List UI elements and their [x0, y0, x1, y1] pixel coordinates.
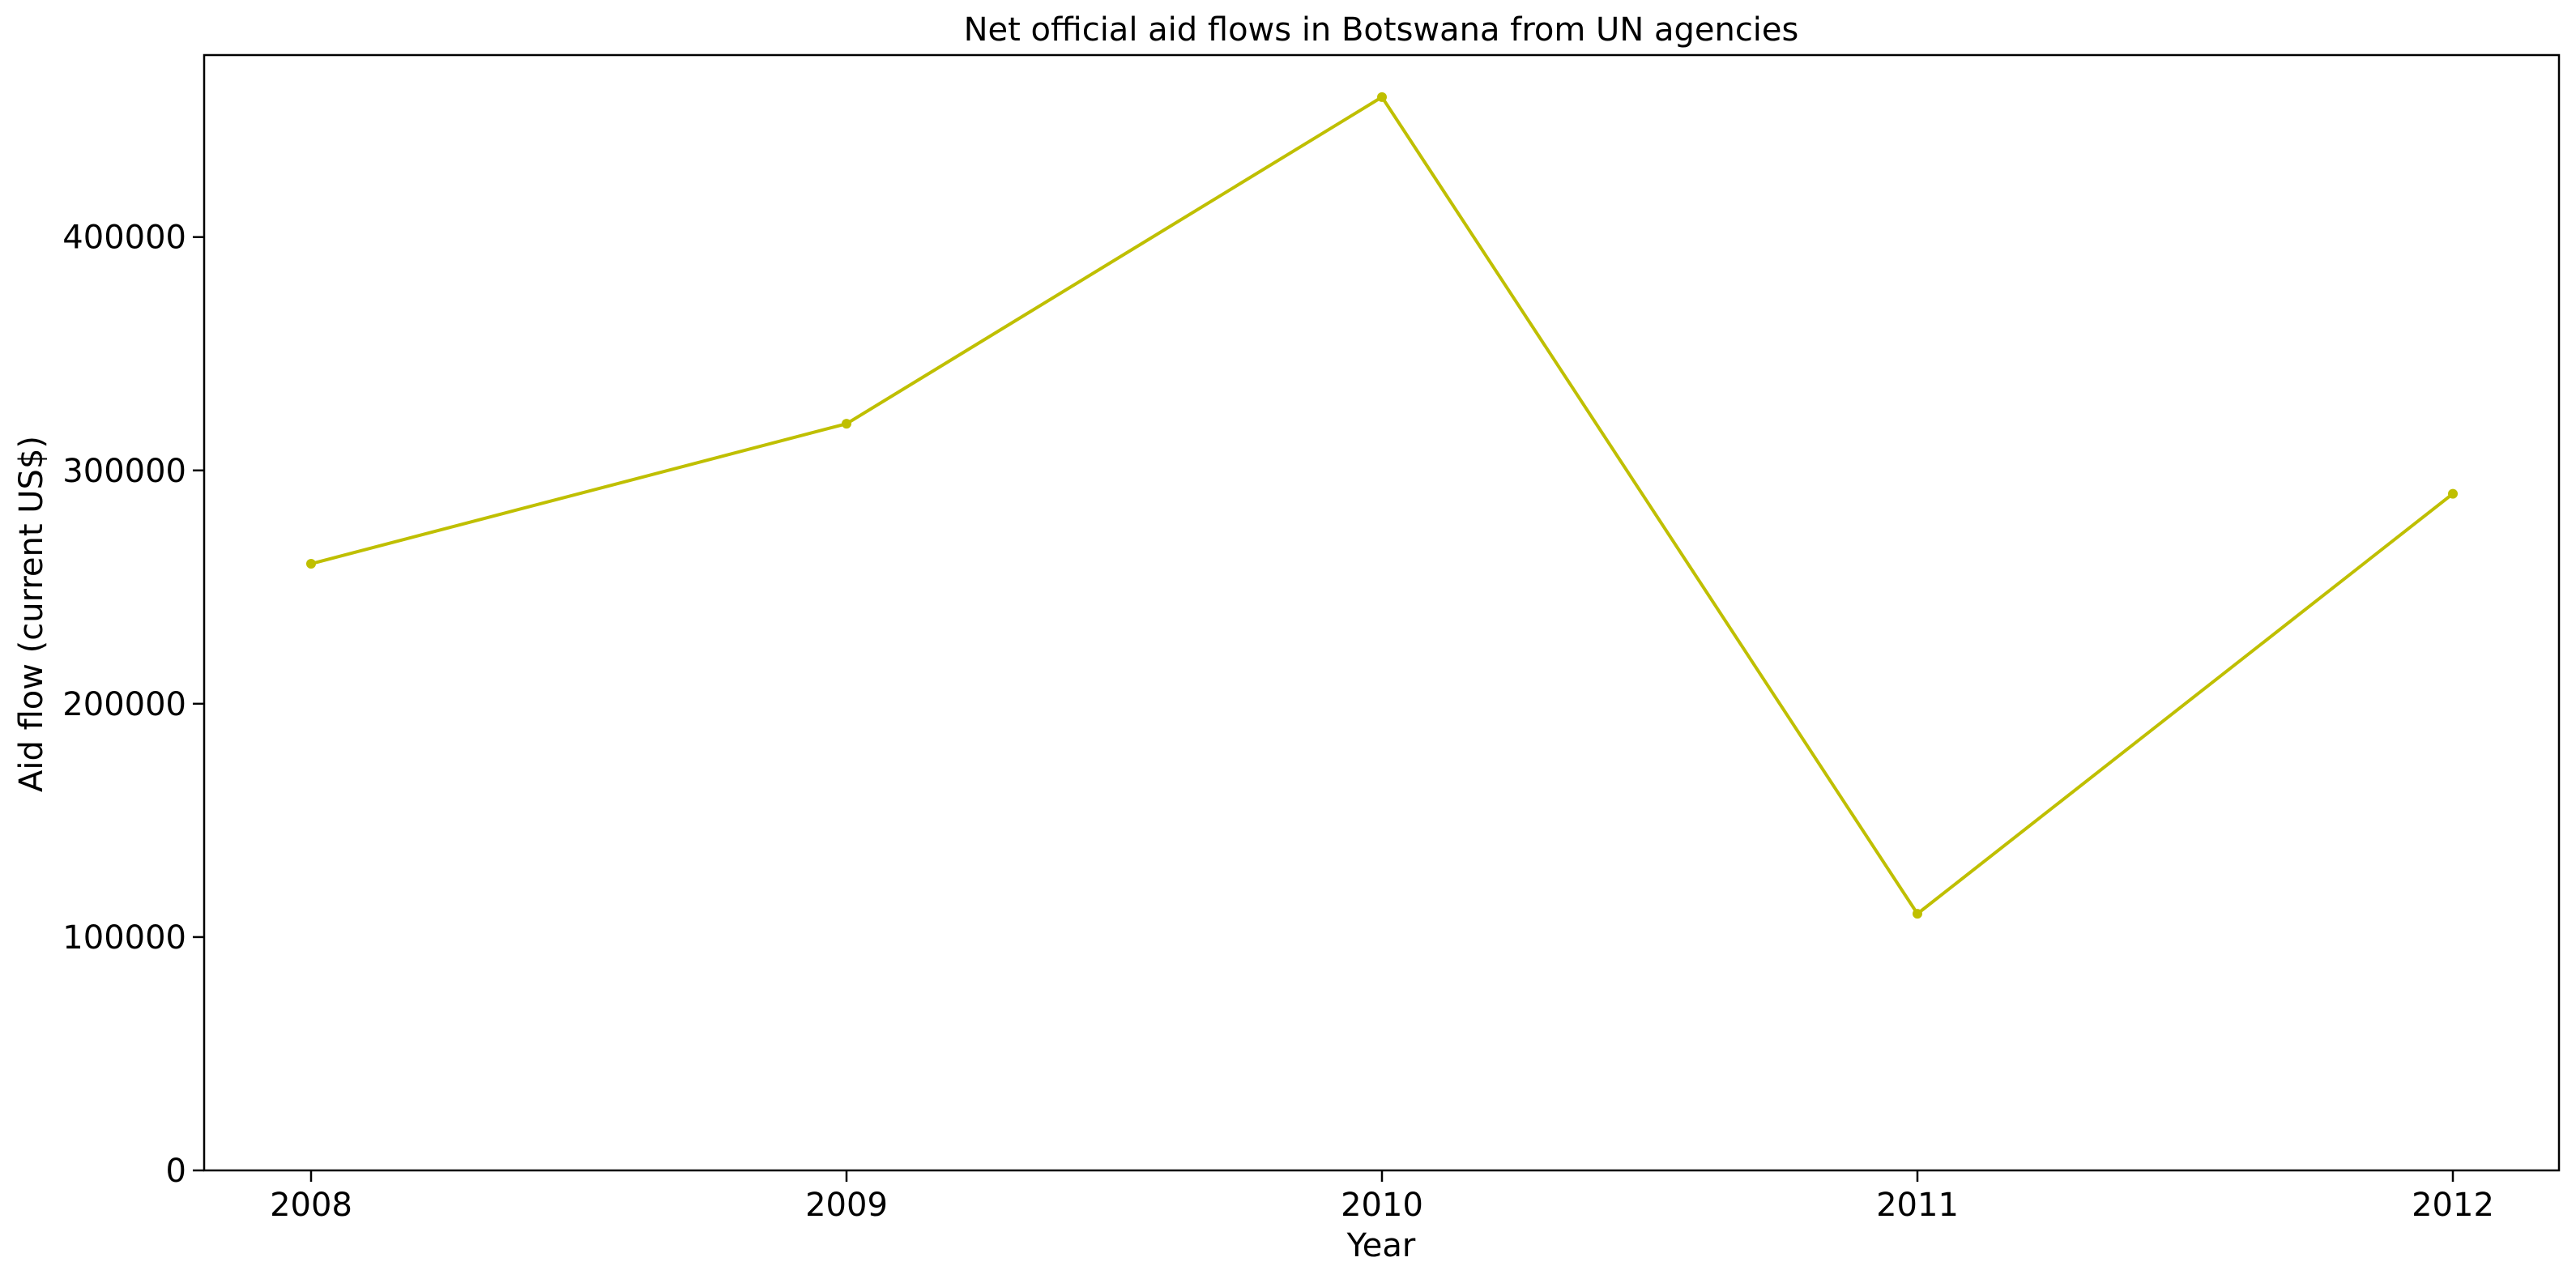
- y-tick-label: 300000: [62, 453, 186, 490]
- x-axis-label: Year: [1346, 1227, 1416, 1264]
- x-tick-label: 2008: [270, 1187, 352, 1224]
- series-layer: [306, 92, 2458, 919]
- y-tick-label: 0: [166, 1153, 186, 1190]
- ticks-layer: 2008 2009 2010 2011 2012 0 100000 200000 300000 4…: [62, 220, 2494, 1224]
- y-tick-label: 100000: [62, 919, 186, 957]
- x-tick-label: 2011: [1876, 1187, 1959, 1224]
- data-point: [306, 559, 316, 569]
- x-tick-label: 2010: [1341, 1187, 1423, 1224]
- data-point: [1913, 909, 1922, 919]
- data-point: [842, 419, 851, 429]
- data-point: [1377, 92, 1387, 102]
- y-tick-label: 400000: [62, 220, 186, 257]
- chart-title: Net official aid flows in Botswana from …: [964, 11, 1799, 49]
- y-tick-label: 200000: [62, 686, 186, 723]
- x-tick-label: 2009: [805, 1187, 888, 1224]
- y-axis-label: Aid flow (current US$): [13, 436, 50, 792]
- plot-frame: [203, 53, 2561, 1172]
- data-point: [2448, 488, 2458, 499]
- x-tick-label: 2012: [2412, 1187, 2494, 1224]
